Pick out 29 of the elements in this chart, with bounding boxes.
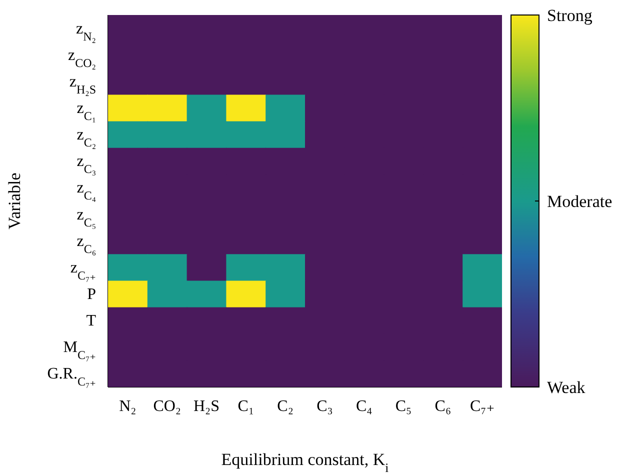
y-tick-label: z$_{N₂}$ — [76, 20, 96, 44]
x-tick-label: CO₂ — [153, 398, 182, 415]
x-tick-label: C₂ — [277, 398, 294, 415]
y-tick-label: T — [86, 312, 96, 330]
color-bar-label: Strong — [547, 6, 593, 25]
x-axis-title: Equilibrium constant, K$_{i}$ — [221, 450, 390, 475]
y-tick-label: z$_{H₂S}$ — [69, 73, 96, 96]
y-tick-label: M$_{C₇₊}$ — [63, 339, 96, 362]
x-tick-label: C₄ — [356, 398, 373, 415]
y-tick-label: z$_{C₆}$ — [76, 232, 96, 256]
color-bar-label: Moderate — [547, 192, 612, 211]
y-tick-label: G.R.$_{C₇₊}$ — [47, 366, 96, 389]
x-tick-label: C₇₊ — [470, 398, 495, 415]
y-tick-label: z$_{C₇₊}$ — [70, 259, 96, 282]
x-tick-label: N₂ — [119, 398, 136, 415]
x-tick-label: C₁ — [238, 398, 254, 415]
y-tick-label: z$_{C₂}$ — [76, 126, 96, 150]
y-tick-label: z$_{C₁}$ — [76, 100, 96, 123]
y-axis-title: Variable — [5, 172, 24, 230]
x-tick-label: C₃ — [316, 398, 333, 415]
x-tick-label: C₅ — [395, 398, 412, 415]
y-tick-label: z$_{C₅}$ — [76, 206, 96, 230]
y-tick-label: z$_{CO₂}$ — [68, 46, 96, 70]
color-bar-label: Weak — [547, 378, 586, 397]
y-tick-label: z$_{C₄}$ — [76, 180, 96, 203]
x-tick-label: C₆ — [434, 398, 452, 415]
y-tick-label: P — [87, 286, 96, 303]
y-tick-label: z$_{C₃}$ — [76, 153, 96, 176]
x-tick-label: H₂S — [193, 398, 220, 415]
